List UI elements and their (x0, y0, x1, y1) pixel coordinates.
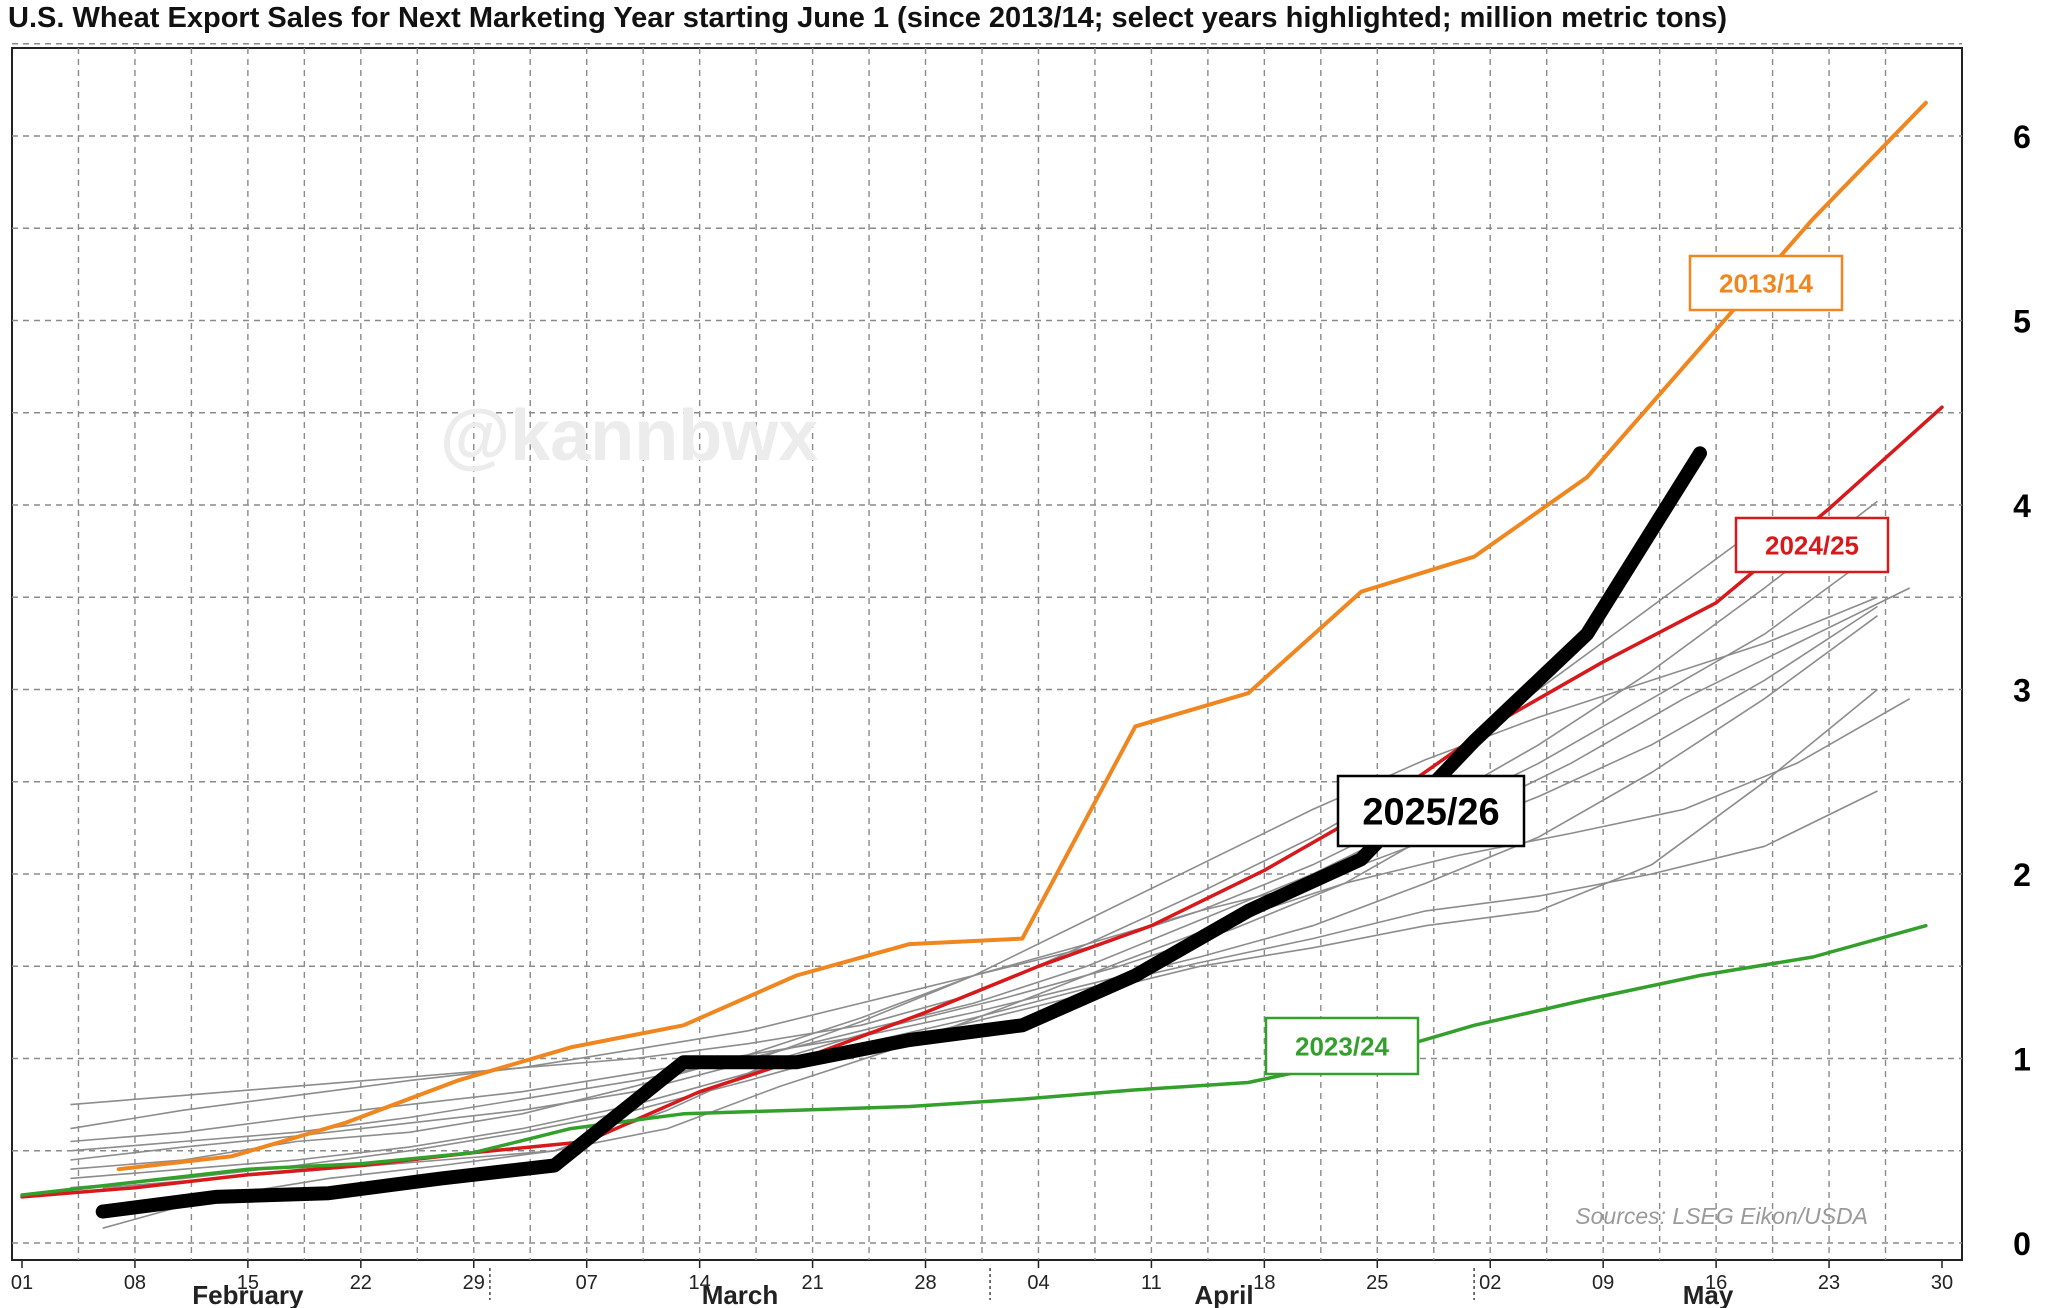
series-line-2023-24 (20, 923, 1928, 1197)
x-tick-label: 16 (1705, 1272, 1727, 1294)
x-tick-label: 02 (1479, 1272, 1501, 1294)
plot-frame (11, 47, 1963, 1261)
x-tick-label: 15 (237, 1272, 259, 1294)
month-label: March (702, 1280, 779, 1308)
y-tick-label: 1 (2013, 1042, 2031, 1078)
month-label: May (1683, 1280, 1734, 1308)
series-label-box (1734, 516, 1890, 574)
series-label-text: 2023/24 (1295, 1031, 1390, 1061)
watermark-text: @kannbwx (440, 396, 818, 476)
series-line-background (102, 698, 1911, 1189)
series-line-background (70, 615, 1878, 1143)
y-tick-label: 4 (2013, 488, 2031, 524)
x-tick-label: 07 (576, 1272, 598, 1294)
series-label-text: 2025/26 (1362, 792, 1499, 834)
series-line-background (70, 688, 1879, 1189)
series-label-2024-25: 2024/25 (1734, 516, 1890, 574)
series-label-text: 2013/14 (1719, 268, 1814, 298)
series-line-background (70, 605, 1878, 1161)
series-label-box (1264, 1016, 1420, 1076)
x-tick-label: 30 (1931, 1272, 1953, 1294)
x-tick-label: 22 (350, 1272, 372, 1294)
x-tick-label: 04 (1027, 1272, 1049, 1294)
series-labels: 2013/14 2024/25 2023/24 2025/26 (1264, 254, 1890, 1076)
series-label-box (1336, 774, 1526, 848)
y-tick-label: 6 (2013, 119, 2031, 155)
y-tick-label: 3 (2013, 673, 2031, 709)
series-line-2013-14 (116, 100, 1928, 1172)
series-line-background (102, 587, 1911, 1229)
x-tick-label: 08 (124, 1272, 146, 1294)
y-tick-label: 0 (2013, 1226, 2031, 1262)
grid (11, 43, 1963, 1261)
y-tick-label: 2 (2013, 857, 2031, 893)
source-note: Sources: LSEG Eikon/USDA (1575, 1203, 1868, 1229)
watermark-layer: @kannbwx (440, 396, 818, 476)
series-line-background (70, 550, 1878, 1152)
chart-title: U.S. Wheat Export Sales for Next Marketi… (8, 2, 1728, 34)
x-tick-label: 14 (689, 1272, 711, 1294)
x-tick-label: 25 (1366, 1272, 1388, 1294)
month-label: February (192, 1280, 304, 1308)
x-tick-label: 21 (801, 1272, 823, 1294)
x-tick-label: 09 (1592, 1272, 1614, 1294)
x-tick-label: 28 (914, 1272, 936, 1294)
y-tick-label: 5 (2013, 304, 2031, 340)
series-label-2013-14: 2013/14 (1688, 254, 1844, 312)
x-tick-label: 11 (1141, 1272, 1162, 1294)
series-line-background (70, 790, 1878, 1180)
month-label: April (1194, 1280, 1253, 1308)
series-label-box (1688, 254, 1844, 312)
x-tick-label: 29 (463, 1272, 485, 1294)
series-label-text: 2024/25 (1765, 530, 1859, 560)
x-tick-label: 18 (1253, 1272, 1275, 1294)
series-label-2023-24: 2023/24 (1264, 1016, 1420, 1076)
x-tick-label: 01 (11, 1272, 33, 1294)
series-line-2024-25 (20, 405, 1944, 1199)
series-label-2025-26: 2025/26 (1336, 774, 1526, 848)
x-tick-label: 23 (1818, 1272, 1840, 1294)
